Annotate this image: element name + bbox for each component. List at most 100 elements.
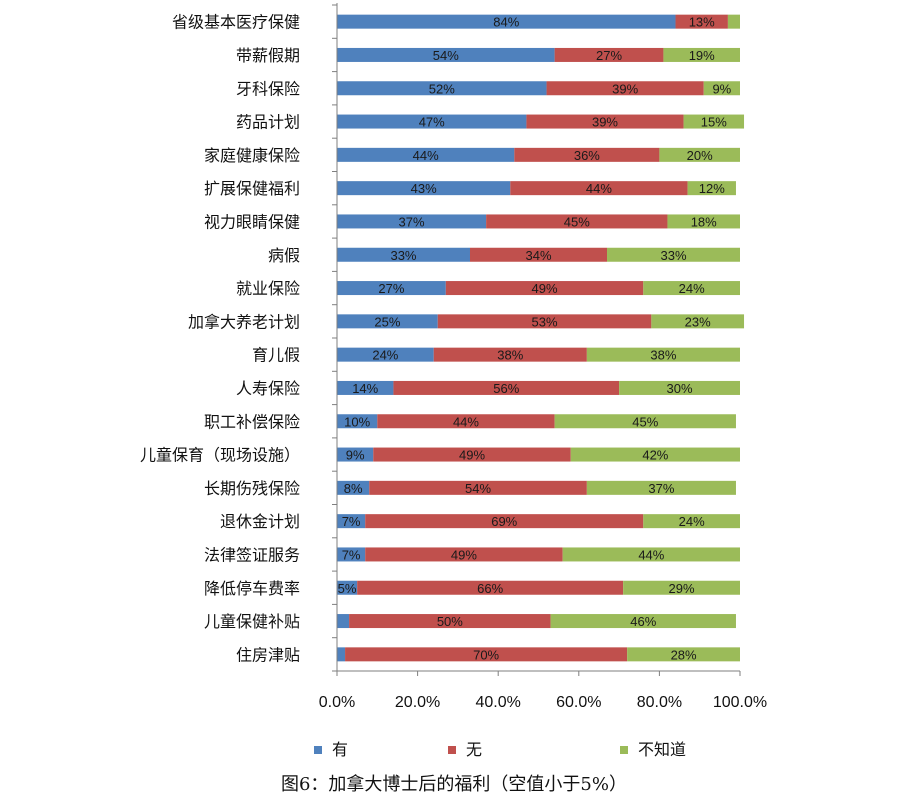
category-label: 儿童保育（现场设施） bbox=[140, 446, 300, 465]
data-label: 7% bbox=[342, 514, 361, 529]
x-tick-label: 80.0% bbox=[637, 694, 682, 711]
bar-segment-yes bbox=[337, 281, 446, 296]
data-label: 18% bbox=[691, 214, 717, 229]
bar-segment-no bbox=[357, 580, 624, 595]
bar-segment-yes bbox=[337, 14, 676, 29]
x-tick-label: 60.0% bbox=[556, 694, 601, 711]
bar-segment-no bbox=[433, 347, 587, 362]
category-label: 儿童保健补贴 bbox=[204, 612, 300, 631]
data-label: 30% bbox=[667, 381, 693, 396]
data-label: 45% bbox=[632, 414, 658, 429]
figure-caption: 图6：加拿大博士后的福利（空值小于5%） bbox=[280, 774, 627, 795]
bars-layer bbox=[337, 14, 745, 662]
data-label: 29% bbox=[669, 581, 695, 596]
category-label: 就业保险 bbox=[236, 279, 300, 298]
bar-segment-unknown bbox=[703, 81, 740, 96]
data-label: 42% bbox=[642, 448, 668, 463]
bar-segment-unknown bbox=[663, 47, 740, 62]
category-label: 病假 bbox=[268, 246, 300, 265]
bar-segment-unknown bbox=[683, 114, 745, 129]
bar-segment-no bbox=[554, 47, 664, 62]
data-label: 28% bbox=[671, 647, 697, 662]
bar-segment-unknown bbox=[607, 247, 740, 262]
bar-segment-yes bbox=[337, 514, 366, 529]
bar-segment-unknown bbox=[667, 214, 740, 229]
bar-segment-yes bbox=[337, 547, 366, 562]
data-label: 39% bbox=[592, 115, 618, 130]
data-label: 19% bbox=[689, 48, 715, 63]
bar-segment-no bbox=[365, 547, 563, 562]
bar-segment-no bbox=[445, 281, 644, 296]
data-label: 44% bbox=[453, 414, 479, 429]
data-label: 27% bbox=[378, 281, 404, 296]
data-label: 13% bbox=[689, 15, 715, 30]
category-label: 牙科保险 bbox=[236, 79, 300, 98]
category-label: 降低停车费率 bbox=[204, 579, 300, 598]
bar-segment-unknown bbox=[562, 547, 740, 562]
bar-segment-yes bbox=[337, 580, 358, 595]
category-label: 带薪假期 bbox=[236, 46, 300, 65]
data-label: 53% bbox=[532, 314, 558, 329]
bar-segment-yes bbox=[337, 214, 487, 229]
bar-segment-no bbox=[437, 314, 652, 329]
data-label: 84% bbox=[493, 15, 519, 30]
data-label: 24% bbox=[679, 514, 705, 529]
legend-label: 无 bbox=[466, 740, 482, 759]
category-label: 长期伤残保险 bbox=[204, 479, 300, 498]
data-label: 10% bbox=[344, 414, 370, 429]
data-labels-layer: 84% 13% 54% 27% 19% 52% 39% 9% 47% 39% 15% 44% 36% 20… bbox=[338, 15, 732, 663]
data-label: 15% bbox=[701, 115, 727, 130]
legend-label: 有 bbox=[332, 740, 348, 759]
bar-segment-yes bbox=[337, 347, 434, 362]
x-tick-label: 20.0% bbox=[395, 694, 440, 711]
bar-segment-unknown bbox=[727, 14, 740, 29]
bar-segment-no bbox=[526, 114, 684, 129]
bar-segment-yes bbox=[337, 47, 555, 62]
data-label: 37% bbox=[399, 214, 425, 229]
bar-segment-no bbox=[345, 647, 628, 662]
bar-segment-no bbox=[373, 447, 571, 462]
data-label: 49% bbox=[451, 547, 477, 562]
x-tick-label: 100.0% bbox=[713, 694, 767, 711]
category-label: 药品计划 bbox=[236, 113, 300, 132]
bar-segment-no bbox=[377, 414, 555, 429]
data-label: 24% bbox=[372, 348, 398, 363]
x-tick-label: 0.0% bbox=[319, 694, 355, 711]
data-label: 46% bbox=[630, 614, 656, 629]
bar-segment-no bbox=[486, 214, 668, 229]
data-label: 24% bbox=[679, 281, 705, 296]
data-label: 54% bbox=[465, 481, 491, 496]
data-label: 70% bbox=[473, 647, 499, 662]
bar-segment-no bbox=[469, 247, 608, 262]
data-label: 9% bbox=[346, 448, 365, 463]
data-label: 9% bbox=[712, 81, 731, 96]
bar-segment-yes bbox=[337, 447, 374, 462]
bar-segment-yes bbox=[337, 380, 394, 395]
data-label: 44% bbox=[586, 181, 612, 196]
bar-segment-unknown bbox=[619, 380, 740, 395]
bar-segment-unknown bbox=[659, 147, 740, 162]
bar-segment-no bbox=[349, 614, 551, 629]
legend-swatch bbox=[448, 746, 456, 754]
bar-segment-no bbox=[393, 380, 620, 395]
bar-segment-unknown bbox=[643, 281, 740, 296]
data-label: 56% bbox=[493, 381, 519, 396]
x-tick-label: 40.0% bbox=[476, 694, 521, 711]
bar-segment-no bbox=[514, 147, 660, 162]
data-label: 38% bbox=[650, 348, 676, 363]
data-label: 45% bbox=[564, 214, 590, 229]
bar-segment-unknown bbox=[570, 447, 740, 462]
data-label: 52% bbox=[429, 81, 455, 96]
bar-segment-yes bbox=[337, 181, 511, 196]
category-label: 扩展保健福利 bbox=[204, 179, 300, 198]
bar-segment-unknown bbox=[550, 614, 736, 629]
axes: 0.0% 20.0% 40.0% 60.0% 80.0% 100.0% bbox=[319, 3, 767, 711]
legend-label: 不知道 bbox=[638, 740, 686, 759]
data-label: 8% bbox=[344, 481, 363, 496]
data-label: 33% bbox=[390, 248, 416, 263]
bar-segment-yes bbox=[337, 614, 350, 629]
bar-segment-yes bbox=[337, 647, 346, 662]
bar-segment-no bbox=[675, 14, 728, 29]
category-label: 省级基本医疗保健 bbox=[172, 13, 300, 32]
